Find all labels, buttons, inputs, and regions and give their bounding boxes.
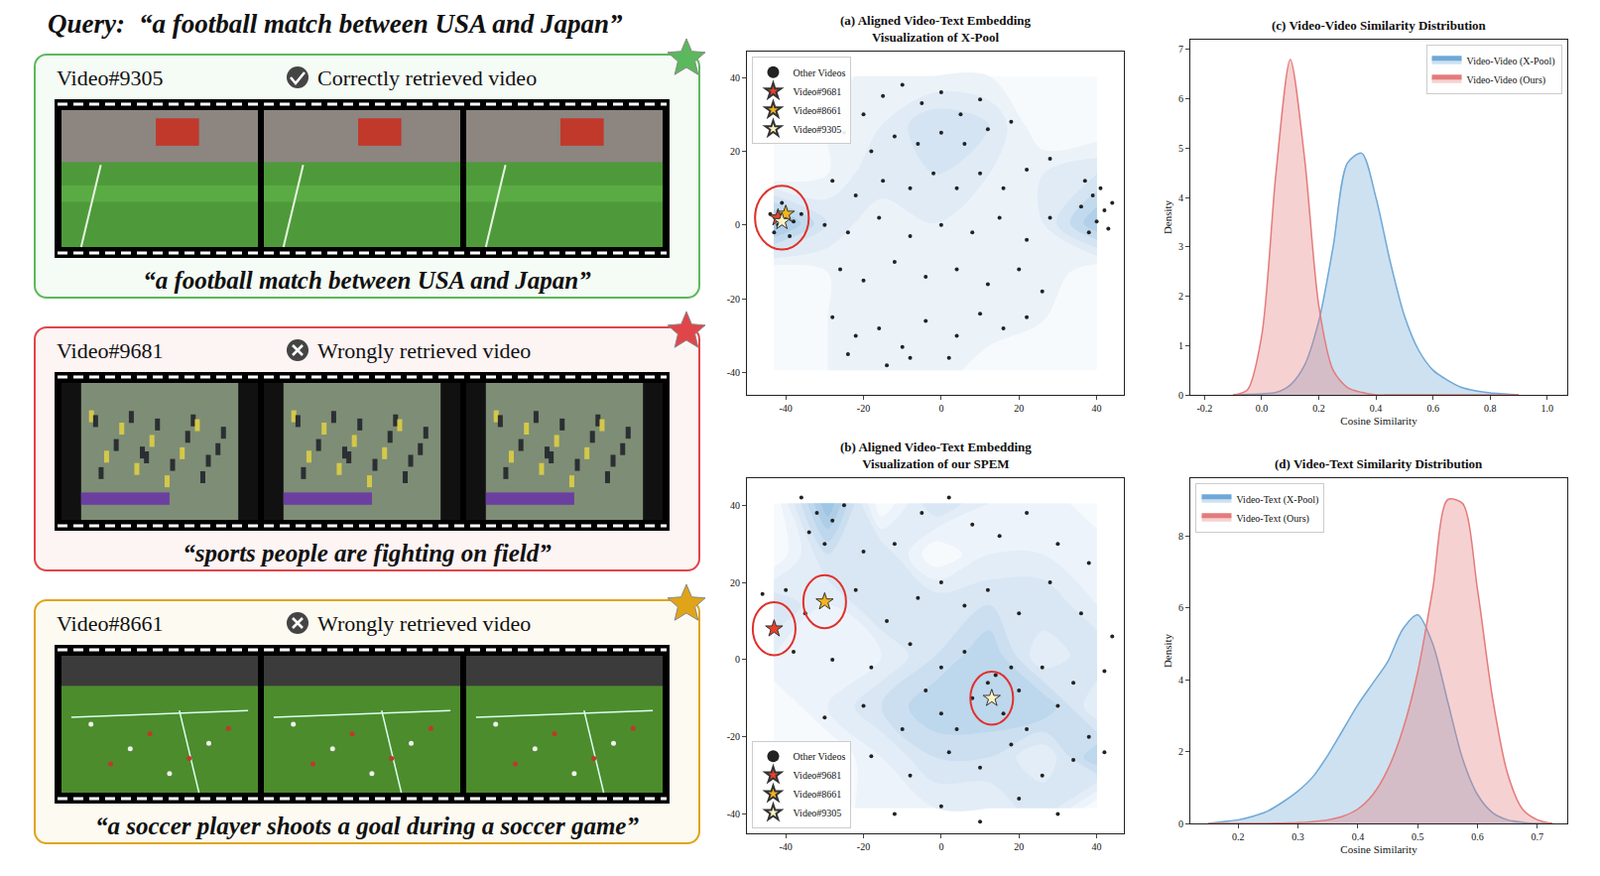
svg-text:Video#8661: Video#8661 xyxy=(792,788,842,800)
svg-text:“a football match between USA: “a football match between USA and Japan” xyxy=(142,266,592,294)
svg-text:0.3: 0.3 xyxy=(1291,831,1305,843)
svg-text:0.4: 0.4 xyxy=(1369,402,1383,414)
svg-text:Density: Density xyxy=(1161,199,1174,235)
svg-text:-20: -20 xyxy=(727,293,740,305)
svg-text:-0.2: -0.2 xyxy=(1196,402,1213,414)
svg-text:0: 0 xyxy=(735,653,740,665)
svg-text:Video-Text (X-Pool): Video-Text (X-Pool) xyxy=(1235,493,1319,506)
svg-text:Video#9305: Video#9305 xyxy=(56,65,163,91)
svg-text:0.8: 0.8 xyxy=(1483,402,1497,414)
svg-text:Video#9681: Video#9681 xyxy=(792,769,842,781)
svg-text:0.6: 0.6 xyxy=(1426,402,1440,414)
svg-text:-40: -40 xyxy=(727,367,740,378)
svg-text:Query:“a football match betwee: Query:“a football match between USA and … xyxy=(47,8,623,39)
svg-text:Video#9305: Video#9305 xyxy=(792,123,842,135)
svg-text:2: 2 xyxy=(1178,745,1184,757)
svg-text:20: 20 xyxy=(1013,841,1024,853)
svg-text:-20: -20 xyxy=(857,841,870,853)
svg-text:40: 40 xyxy=(1092,841,1103,853)
svg-text:Wrongly retrieved video: Wrongly retrieved video xyxy=(317,611,531,636)
svg-text:6: 6 xyxy=(1178,93,1184,105)
svg-text:0: 0 xyxy=(938,402,944,414)
svg-text:8: 8 xyxy=(1178,530,1184,542)
svg-text:20: 20 xyxy=(1013,402,1024,414)
svg-text:0: 0 xyxy=(735,219,740,231)
svg-text:Video#9681: Video#9681 xyxy=(56,338,163,364)
svg-text:0.4: 0.4 xyxy=(1352,831,1365,843)
svg-text:Cosine Similarity: Cosine Similarity xyxy=(1340,414,1418,427)
svg-text:Other Videos: Other Videos xyxy=(792,67,846,79)
svg-text:1.0: 1.0 xyxy=(1541,402,1555,414)
svg-text:(d) Video-Text Similarity Dist: (d) Video-Text Similarity Distribution xyxy=(1274,456,1483,472)
svg-text:0.6: 0.6 xyxy=(1471,831,1484,843)
svg-text:“a soccer player shoots a goal: “a soccer player shoots a goal during a … xyxy=(95,812,639,840)
svg-text:0.0: 0.0 xyxy=(1255,402,1269,414)
svg-text:40: 40 xyxy=(730,72,740,84)
svg-text:20: 20 xyxy=(730,577,740,589)
svg-text:1: 1 xyxy=(1178,340,1184,352)
svg-text:0.7: 0.7 xyxy=(1531,831,1545,843)
svg-text:“sports people are fighting on: “sports people are fighting on field” xyxy=(182,539,552,567)
svg-text:0.2: 0.2 xyxy=(1231,831,1245,843)
svg-text:4: 4 xyxy=(1178,674,1184,686)
svg-text:Density: Density xyxy=(1161,632,1174,668)
svg-text:Video#8661: Video#8661 xyxy=(56,611,163,636)
svg-text:0.2: 0.2 xyxy=(1312,402,1326,414)
svg-text:3: 3 xyxy=(1178,241,1184,252)
svg-text:2: 2 xyxy=(1178,290,1184,302)
svg-text:6: 6 xyxy=(1178,602,1184,614)
svg-text:Video#9305: Video#9305 xyxy=(792,807,842,819)
svg-text:4: 4 xyxy=(1178,192,1184,204)
svg-text:40: 40 xyxy=(1092,402,1103,414)
svg-text:(a) Aligned Video-Text Embeddi: (a) Aligned Video-Text EmbeddingVisualiz… xyxy=(840,12,1032,45)
svg-text:5: 5 xyxy=(1178,142,1184,154)
svg-text:Video-Text (Ours): Video-Text (Ours) xyxy=(1235,512,1309,525)
svg-text:-20: -20 xyxy=(857,402,870,414)
svg-text:Cosine Similarity: Cosine Similarity xyxy=(1340,843,1418,856)
svg-text:7: 7 xyxy=(1178,43,1184,55)
svg-text:-40: -40 xyxy=(727,808,740,820)
svg-text:Correctly retrieved video: Correctly retrieved video xyxy=(317,65,537,91)
svg-text:0: 0 xyxy=(1178,818,1184,830)
svg-text:Video-Video (X-Pool): Video-Video (X-Pool) xyxy=(1467,55,1556,68)
svg-text:(b) Aligned Video-Text Embeddi: (b) Aligned Video-Text EmbeddingVisualiz… xyxy=(840,439,1032,472)
svg-text:20: 20 xyxy=(730,145,740,157)
svg-text:Video#8661: Video#8661 xyxy=(792,105,842,117)
svg-text:Video#9681: Video#9681 xyxy=(792,86,842,98)
svg-text:-20: -20 xyxy=(727,731,740,742)
svg-text:0: 0 xyxy=(1178,389,1184,401)
svg-text:0: 0 xyxy=(938,841,944,853)
svg-text:0.5: 0.5 xyxy=(1411,831,1425,843)
svg-text:Other Videos: Other Videos xyxy=(792,750,846,762)
svg-text:-40: -40 xyxy=(779,402,793,414)
svg-text:-40: -40 xyxy=(779,841,793,853)
svg-text:Video-Video (Ours): Video-Video (Ours) xyxy=(1467,74,1547,87)
svg-text:40: 40 xyxy=(730,499,740,511)
svg-text:Wrongly retrieved video: Wrongly retrieved video xyxy=(317,338,531,364)
svg-text:(c) Video-Video Similarity Dis: (c) Video-Video Similarity Distribution xyxy=(1271,17,1487,33)
